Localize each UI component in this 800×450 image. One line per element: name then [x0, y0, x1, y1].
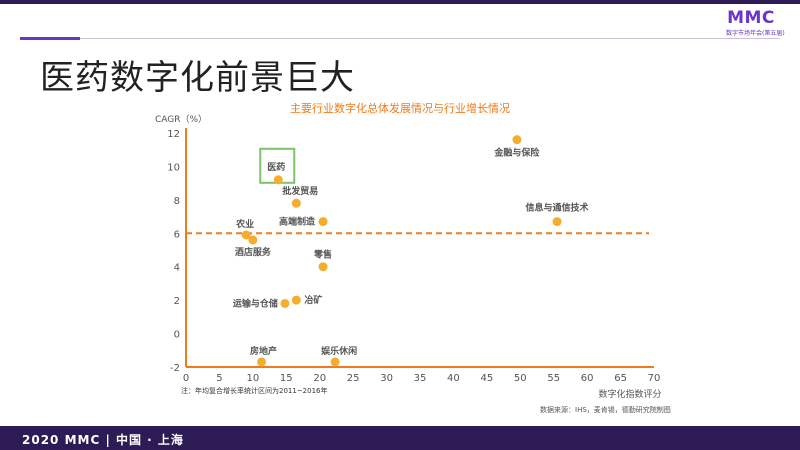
data-point [318, 262, 328, 272]
data-point [273, 175, 283, 185]
title-accent-line [20, 37, 80, 40]
data-point [552, 217, 562, 227]
chart-note: 注：年均复合增长率统计区间为2011~2016年 [181, 387, 328, 395]
point-label: 农业 [235, 218, 254, 230]
y-tick-label: 10 [167, 162, 180, 173]
y-axis-label: CAGR（%） [155, 114, 207, 125]
point-label: 运输与仓储 [233, 297, 278, 309]
data-point [330, 357, 340, 367]
point-label: 医药 [267, 161, 285, 173]
x-tick-label: 35 [414, 373, 427, 384]
data-source: 数据来源：IHS，麦肯锡，德勤研究院制图 [540, 406, 671, 414]
x-tick-label: 10 [246, 373, 259, 384]
point-label: 零售 [313, 249, 332, 261]
y-tick-label: 4 [174, 263, 180, 274]
x-tick-label: 65 [614, 373, 627, 384]
point-label: 娱乐休闲 [321, 345, 357, 357]
point-label: 冶矿 [304, 294, 322, 306]
x-tick-label: 40 [447, 373, 460, 384]
data-point [291, 198, 301, 208]
footer-bar: 2020 MMC | 中国 · 上海 [0, 426, 800, 450]
x-tick-label: 0 [183, 373, 189, 384]
y-tick-label: 8 [174, 196, 180, 207]
mmc-logo: MMC 数字市场年会(第五届) [726, 8, 785, 38]
data-point [241, 230, 251, 240]
data-point [512, 135, 522, 145]
point-label: 高端制造 [279, 216, 316, 228]
logo-subtitle: 数字市场年会(第五届) [726, 30, 785, 37]
point-label: 房地产 [250, 345, 277, 357]
x-tick-label: 50 [514, 373, 527, 384]
logo-mark: MMC [727, 8, 775, 28]
y-tick-label: 0 [174, 330, 180, 341]
y-tick-label: 6 [174, 229, 180, 240]
x-tick-label: 20 [313, 373, 326, 384]
top-bar [0, 0, 800, 4]
x-tick-label: 60 [581, 373, 594, 384]
data-point [291, 295, 301, 305]
x-tick-label: 45 [480, 373, 493, 384]
data-point [280, 298, 290, 308]
point-label: 酒店服务 [235, 246, 272, 258]
data-point [257, 357, 267, 367]
x-tick-label: 70 [648, 373, 661, 384]
x-tick-label: 15 [280, 373, 293, 384]
y-tick-label: -2 [170, 363, 180, 374]
title-divider [80, 38, 780, 39]
chart-title: 主要行业数字化总体发展情况与行业增长情况 [290, 101, 510, 115]
footer-text: 2020 MMC | 中国 · 上海 [22, 433, 184, 447]
point-label: 信息与通信技术 [526, 202, 589, 214]
y-tick-label: 12 [167, 129, 180, 140]
y-tick-label: 2 [174, 296, 180, 307]
slide-title: 医药数字化前景巨大 [40, 58, 355, 98]
data-point [248, 235, 258, 245]
x-tick-label: 5 [216, 373, 222, 384]
x-tick-label: 25 [347, 373, 360, 384]
x-tick-label: 30 [380, 373, 393, 384]
x-axis-label: 数字化指数评分 [598, 388, 661, 400]
x-tick-label: 55 [547, 373, 560, 384]
point-label: 金融与保险 [493, 147, 540, 159]
point-label: 批发贸易 [282, 185, 318, 197]
data-point [318, 217, 328, 227]
